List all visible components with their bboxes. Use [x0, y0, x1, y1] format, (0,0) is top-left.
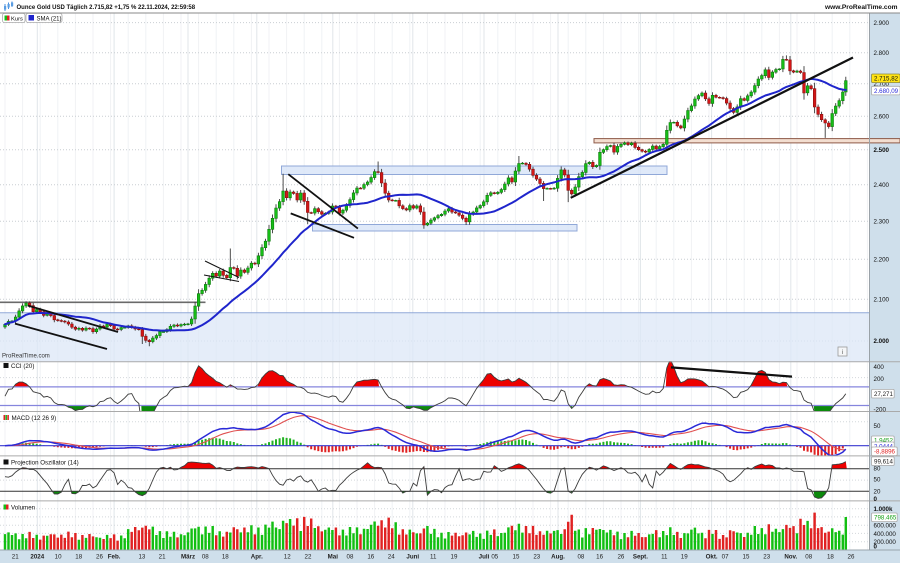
svg-text:12: 12 [284, 553, 291, 560]
svg-text:2.300: 2.300 [874, 219, 890, 226]
svg-text:22: 22 [305, 553, 312, 560]
svg-text:Juni: Juni [406, 553, 419, 560]
svg-text:80: 80 [874, 466, 881, 473]
svg-text:99,614: 99,614 [874, 458, 893, 465]
svg-text:Mai: Mai [328, 553, 339, 560]
svg-text:400.000: 400.000 [874, 531, 897, 538]
svg-text:600.000: 600.000 [874, 523, 897, 530]
svg-text:16: 16 [367, 553, 374, 560]
svg-text:i: i [842, 350, 843, 356]
svg-text:11: 11 [661, 553, 668, 560]
svg-text:2.800: 2.800 [874, 50, 890, 57]
svg-text:Feb.: Feb. [108, 553, 121, 560]
svg-text:16: 16 [596, 553, 603, 560]
svg-text:2.100: 2.100 [874, 296, 890, 303]
svg-text:CCI (20): CCI (20) [11, 363, 34, 370]
svg-text:Volumen: Volumen [11, 504, 36, 511]
svg-text:-8,8896: -8,8896 [874, 449, 896, 456]
svg-text:50: 50 [874, 477, 881, 484]
svg-text:05: 05 [491, 553, 498, 560]
svg-text:15: 15 [743, 553, 750, 560]
svg-text:-200: -200 [874, 407, 887, 414]
svg-text:10: 10 [55, 553, 62, 560]
svg-text:08: 08 [202, 553, 209, 560]
svg-text:2.400: 2.400 [874, 182, 890, 189]
svg-text:26: 26 [96, 553, 103, 560]
svg-text:23: 23 [533, 553, 540, 560]
svg-text:11: 11 [430, 553, 437, 560]
svg-text:2024: 2024 [30, 553, 44, 560]
svg-text:19: 19 [451, 553, 458, 560]
svg-text:ProRealTime.com: ProRealTime.com [2, 354, 50, 360]
svg-text:13: 13 [138, 553, 145, 560]
svg-text:50: 50 [874, 423, 881, 430]
svg-text:Aug.: Aug. [551, 553, 565, 560]
svg-text:Projection Oszillator (14): Projection Oszillator (14) [11, 459, 79, 466]
svg-text:MACD (12 26 9): MACD (12 26 9) [12, 415, 57, 422]
svg-text:2.500: 2.500 [874, 147, 890, 154]
svg-text:Apr.: Apr. [251, 553, 263, 560]
svg-text:08: 08 [805, 553, 812, 560]
svg-text:18: 18 [75, 553, 82, 560]
svg-text:2.200: 2.200 [874, 257, 890, 264]
svg-text:SMA (21): SMA (21) [37, 16, 62, 22]
svg-text:Nov.: Nov. [784, 553, 797, 560]
svg-text:798.465: 798.465 [874, 515, 897, 522]
svg-text:26: 26 [617, 553, 624, 560]
svg-text:24: 24 [388, 553, 395, 560]
svg-text:27,271: 27,271 [874, 391, 893, 398]
svg-text:1.000k: 1.000k [874, 506, 893, 513]
svg-text:23: 23 [763, 553, 770, 560]
svg-text:18: 18 [827, 553, 834, 560]
svg-text:2.000: 2.000 [874, 338, 890, 345]
svg-text:Juli: Juli [479, 553, 490, 560]
svg-text:0: 0 [874, 496, 878, 503]
svg-text:Ounce Gold USD Täglich 2.715,8: Ounce Gold USD Täglich 2.715,82 +1,75 % … [17, 5, 196, 11]
svg-text:0: 0 [874, 543, 878, 550]
svg-text:20: 20 [874, 489, 881, 496]
svg-text:21: 21 [12, 553, 19, 560]
svg-text:2.900: 2.900 [874, 20, 890, 27]
svg-text:18: 18 [222, 553, 229, 560]
svg-text:21: 21 [159, 553, 166, 560]
svg-text:Sept.: Sept. [633, 553, 648, 560]
svg-text:200: 200 [874, 376, 885, 383]
svg-text:Okt.: Okt. [706, 553, 718, 560]
svg-text:2.680,09: 2.680,09 [874, 88, 899, 95]
svg-text:Kurs: Kurs [11, 16, 23, 22]
svg-text:08: 08 [577, 553, 584, 560]
svg-text:08: 08 [347, 553, 354, 560]
svg-text:400: 400 [874, 364, 885, 371]
svg-text:2.715,82: 2.715,82 [874, 76, 899, 83]
svg-text:26: 26 [848, 553, 855, 560]
svg-text:07: 07 [722, 553, 729, 560]
svg-text:2.600: 2.600 [874, 113, 890, 120]
svg-text:15: 15 [513, 553, 520, 560]
svg-text:19: 19 [681, 553, 688, 560]
svg-text:März: März [181, 553, 195, 560]
svg-text:www.ProRealTime.com: www.ProRealTime.com [824, 4, 898, 11]
